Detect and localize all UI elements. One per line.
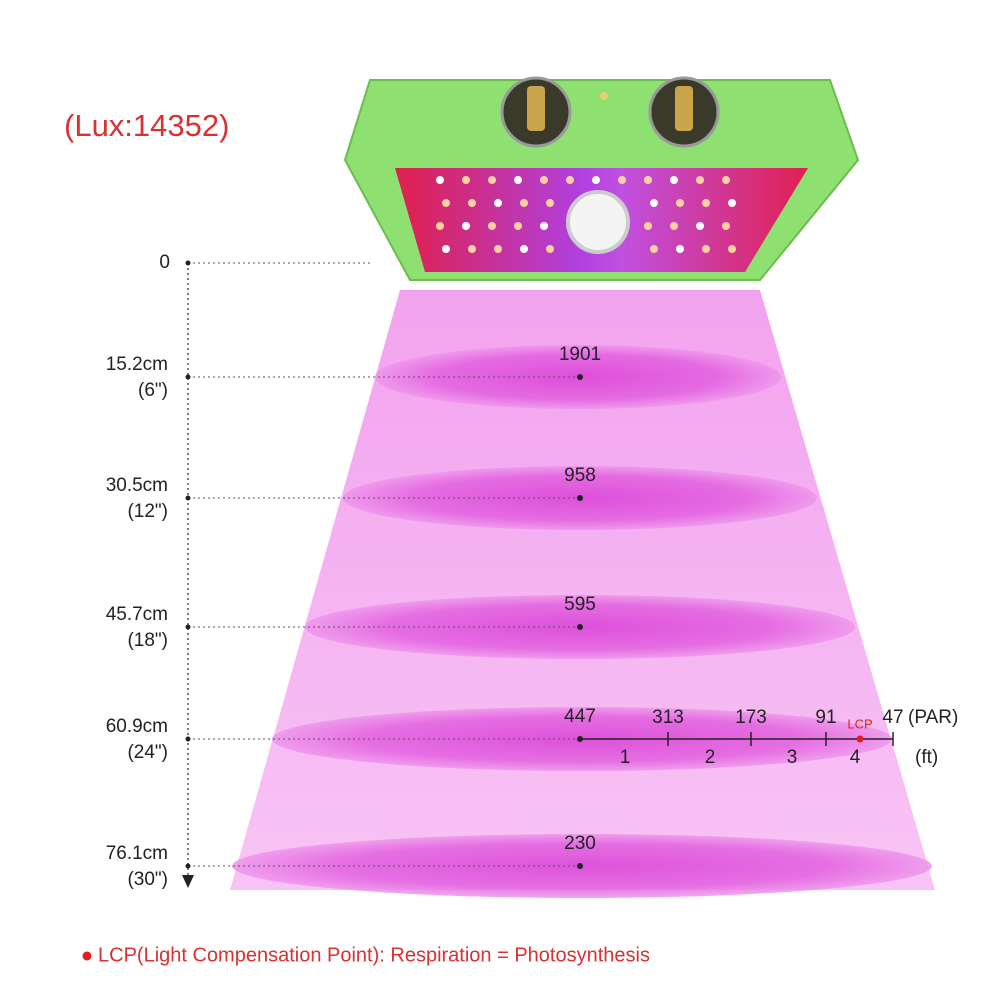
led [540,176,548,184]
led [728,199,736,207]
level-dot [185,624,191,630]
spread-feet: 4 [850,747,861,768]
height-label: 45.7cm [106,604,168,625]
led [670,176,678,184]
led [722,176,730,184]
led [650,199,658,207]
spread-feet: 3 [787,747,798,768]
led [644,222,652,230]
led [702,245,710,253]
level-dot [185,736,191,742]
spread-par: 313 [652,707,684,728]
led [722,222,730,230]
lcp-label: LCP [847,716,872,731]
par-value: 958 [564,465,596,486]
led [566,176,574,184]
led [468,199,476,207]
level-dot [185,495,191,501]
led [468,245,476,253]
level-dot [185,260,191,266]
legend-dot [82,951,92,961]
led [592,176,600,184]
led [546,245,554,253]
led [436,222,444,230]
spread-par: 91 [815,707,836,728]
par-value: 447 [564,706,596,727]
led [436,176,444,184]
feet-unit: (ft) [915,747,938,768]
led [644,176,652,184]
knob-shaft [675,86,693,131]
led [494,199,502,207]
led [520,199,528,207]
cob-led [566,190,630,254]
led [462,176,470,184]
led [546,199,554,207]
led [676,199,684,207]
led [728,245,736,253]
height-inches: (12") [127,501,168,522]
height-inches: (18") [127,630,168,651]
led [488,222,496,230]
par-dot [577,624,583,630]
led [696,222,704,230]
led [696,176,704,184]
height-label: 0 [159,252,170,273]
height-inches: (24") [127,742,168,763]
height-label: 76.1cm [106,843,168,864]
led [540,222,548,230]
knob-shaft [527,86,545,131]
led [650,245,658,253]
lcp-dot [856,735,864,743]
height-label: 15.2cm [106,354,168,375]
par-dot [577,863,583,869]
height-label: 60.9cm [106,716,168,737]
spread-par: 47 [882,707,903,728]
par-value: 230 [564,833,596,854]
height-inches: (30") [127,869,168,890]
led [676,245,684,253]
par-unit: (PAR) [908,707,958,728]
led [702,199,710,207]
led [514,176,522,184]
indicator [600,92,608,100]
height-label: 30.5cm [106,475,168,496]
axis-arrow [182,875,194,888]
height-inches: (6") [138,380,168,401]
spread-feet: 2 [705,747,716,768]
par-value: 1901 [559,344,601,365]
level-dot [185,374,191,380]
led [514,222,522,230]
led [442,199,450,207]
title: (Lux:14352) [64,108,229,143]
level-dot [185,863,191,869]
par-value: 595 [564,594,596,615]
spread-par: 173 [735,707,767,728]
led [670,222,678,230]
led [520,245,528,253]
spread-feet: 1 [620,747,631,768]
legend: LCP(Light Compensation Point): Respirati… [98,944,650,966]
led [494,245,502,253]
par-dot [577,495,583,501]
par-dot [577,374,583,380]
led [488,176,496,184]
led [442,245,450,253]
led [618,176,626,184]
led [462,222,470,230]
